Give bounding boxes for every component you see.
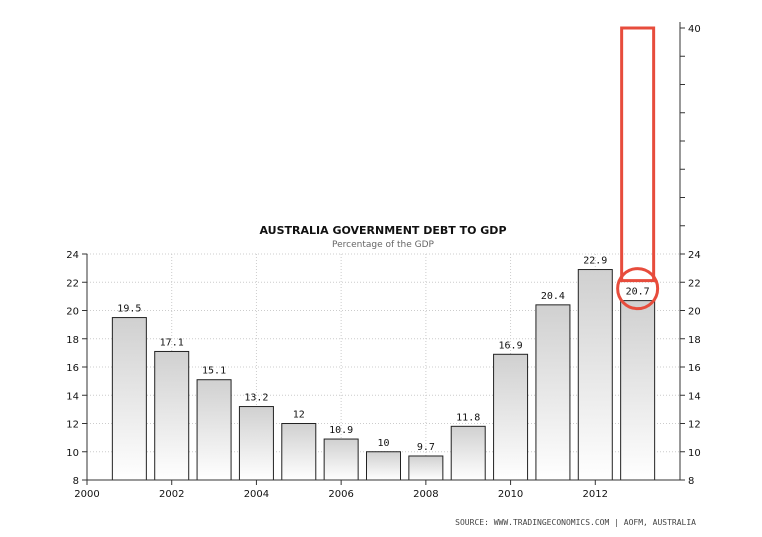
y-tick-label-right: 24 (688, 250, 701, 261)
bars: 19.5 17.1 15.1 13.2 12 10.9 10 9.7 11.8 16.9 20.4 2… (111, 256, 656, 481)
data-label-2004: 13.2 (244, 393, 268, 404)
axes: 8 8 10 10 12 12 14 14 16 16 18 18 20 20 22 22 24 24 2000 20… (66, 22, 701, 500)
y-tick-label-left: 18 (66, 335, 79, 346)
y-tick-label-right: 18 (688, 335, 701, 346)
y-tick-label-left: 24 (66, 250, 79, 261)
data-label-2013: 20.7 (626, 287, 650, 298)
y-tick-label-right: 20 (688, 307, 701, 318)
bar-2006 (323, 438, 359, 481)
bar-2005 (281, 423, 317, 481)
chart-subtitle: Percentage of the GDP (332, 240, 435, 250)
data-label-2009: 11.8 (456, 412, 480, 423)
y-tick-label-ext: 40 (688, 24, 701, 35)
data-label-2003: 15.1 (202, 366, 226, 377)
y-tick-label-left: 14 (66, 391, 79, 402)
x-tick-label: 2008 (413, 489, 438, 500)
bar-2009 (450, 425, 486, 481)
source-note: SOURCE: WWW.TRADINGECONOMICS.COM | AOFM,… (455, 518, 696, 527)
y-tick-label-left: 16 (66, 363, 79, 374)
bar-2007 (366, 451, 401, 481)
y-tick-label-right: 10 (688, 448, 701, 459)
data-label-2001: 19.5 (117, 304, 141, 315)
y-tick-label-right: 12 (688, 420, 701, 431)
bar-2002 (154, 350, 190, 481)
x-tick-label: 2012 (583, 489, 608, 500)
y-tick-label-left: 20 (66, 307, 79, 318)
data-label-2011: 20.4 (541, 291, 565, 302)
y-tick-label-left: 8 (73, 476, 79, 487)
data-label-2008: 9.7 (417, 442, 435, 453)
bar-2011 (535, 304, 571, 481)
bar-2004 (238, 406, 274, 481)
data-label-2006: 10.9 (329, 425, 353, 436)
y-tick-label-left: 12 (66, 420, 79, 431)
y-tick-label-right: 16 (688, 363, 701, 374)
y-tick-label-right: 8 (688, 476, 694, 487)
bar-2012 (577, 269, 613, 481)
y-tick-label-left: 10 (66, 448, 79, 459)
y-tick-label-left: 22 (66, 278, 79, 289)
x-tick-label: 2000 (74, 489, 99, 500)
data-label-2007: 10 (377, 438, 389, 449)
data-label-2005: 12 (293, 410, 305, 421)
y-tick-label-right: 14 (688, 391, 701, 402)
x-tick-label: 2006 (328, 489, 353, 500)
data-label-2012: 22.9 (583, 256, 607, 267)
highlight-rectangle (620, 26, 656, 283)
y-tick-label-right: 22 (688, 278, 701, 289)
data-label-2010: 16.9 (499, 340, 523, 351)
highlight-annotation (616, 26, 660, 311)
chart-title: AUSTRALIA GOVERNMENT DEBT TO GDP (259, 224, 506, 237)
bar-2013 (620, 300, 656, 481)
bar-2008 (408, 455, 444, 481)
bar-2001 (111, 317, 147, 481)
x-tick-label: 2002 (159, 489, 184, 500)
bar-2010 (493, 353, 529, 481)
x-tick-label: 2010 (498, 489, 523, 500)
highlight-circle (616, 267, 660, 311)
data-label-2002: 17.1 (160, 337, 184, 348)
x-tick-label: 2004 (244, 489, 269, 500)
bar-2003 (196, 379, 232, 481)
